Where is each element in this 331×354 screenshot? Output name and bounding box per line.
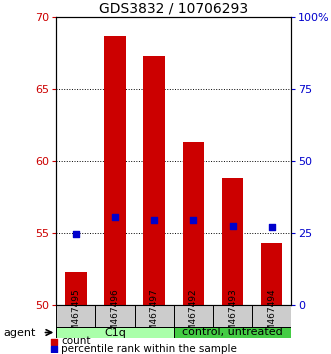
Point: [191, 217, 196, 223]
Text: GSM467496: GSM467496: [111, 289, 119, 343]
Point: [51, 346, 56, 351]
Bar: [135, 305, 174, 327]
Text: GSM467494: GSM467494: [267, 289, 276, 343]
Bar: [261, 243, 282, 305]
Text: GSM467497: GSM467497: [150, 289, 159, 343]
Text: control, untreated: control, untreated: [182, 327, 283, 337]
Text: agent: agent: [3, 327, 36, 337]
Bar: [174, 305, 213, 327]
Point: [113, 214, 118, 220]
Bar: [183, 142, 204, 305]
Bar: [252, 305, 291, 327]
Point: [230, 223, 235, 229]
Bar: [56, 305, 95, 327]
Text: GSM467492: GSM467492: [189, 289, 198, 343]
Text: percentile rank within the sample: percentile rank within the sample: [61, 343, 237, 354]
Title: GDS3832 / 10706293: GDS3832 / 10706293: [99, 2, 248, 16]
Bar: [104, 36, 126, 305]
Bar: [65, 272, 87, 305]
Text: GSM467495: GSM467495: [71, 289, 80, 343]
Bar: [213, 305, 252, 327]
Point: [51, 339, 56, 344]
Bar: [174, 327, 291, 338]
Text: count: count: [61, 337, 91, 347]
Bar: [143, 56, 165, 305]
Point: [73, 232, 78, 237]
Bar: [56, 327, 174, 338]
Point: [269, 224, 274, 230]
Text: C1q: C1q: [104, 327, 126, 337]
Text: GSM467493: GSM467493: [228, 289, 237, 343]
Point: [152, 217, 157, 223]
Bar: [222, 178, 243, 305]
Bar: [95, 305, 135, 327]
